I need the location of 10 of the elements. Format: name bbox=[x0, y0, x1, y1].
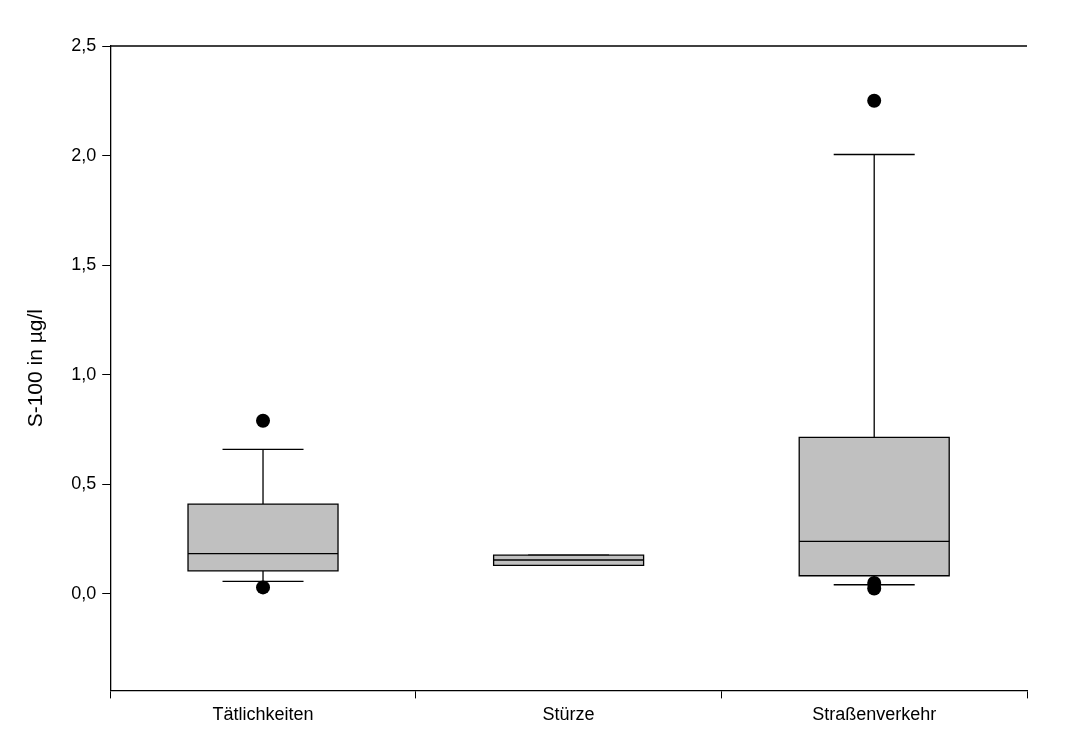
y-tick-label: 2,0 bbox=[71, 144, 97, 165]
y-axis-title: S-100 in µg/l bbox=[23, 309, 47, 428]
y-tick-label: 0,5 bbox=[71, 473, 97, 494]
y-tick-label: 1,5 bbox=[71, 254, 97, 275]
x-tick-label: Straßenverkehr bbox=[812, 704, 937, 725]
y-tick-label: 2,5 bbox=[71, 34, 97, 55]
x-tick-label: Tätlichkeiten bbox=[212, 704, 314, 725]
y-tick-label: 0,0 bbox=[71, 582, 97, 603]
x-tick-label: Stürze bbox=[542, 704, 595, 725]
y-tick-label: 1,0 bbox=[71, 363, 97, 384]
